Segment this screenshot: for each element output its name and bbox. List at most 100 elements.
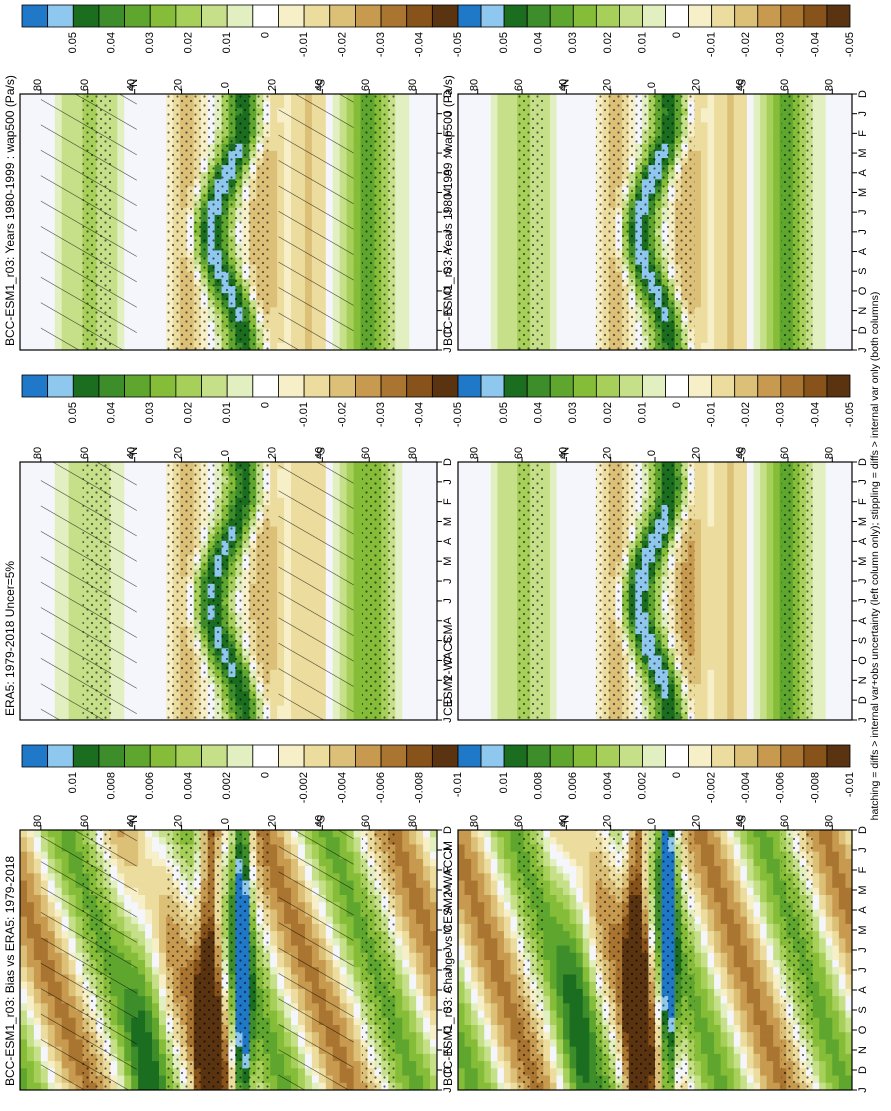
heatmap-cell (471, 143, 479, 152)
heatmap-cell (694, 236, 702, 244)
heatmap-cell (845, 136, 853, 145)
heatmap-cell (471, 250, 479, 258)
heatmap-cell (464, 179, 472, 187)
heatmap-cell (733, 122, 741, 130)
heatmap-cell (556, 314, 564, 322)
heatmap-cell (838, 264, 846, 273)
heatmap-cell (825, 300, 833, 308)
heatmap-cell (700, 193, 708, 202)
heatmap-cell (145, 179, 153, 187)
heatmap-cell (152, 250, 160, 258)
heatmap-cell (819, 250, 827, 258)
heatmap-cell (740, 207, 748, 216)
colorbar-label: 0.02 (183, 32, 195, 53)
x-tick-label: J (442, 229, 454, 235)
heatmap-cell (720, 172, 728, 180)
heatmap-cell (720, 214, 728, 223)
heatmap-cell (812, 214, 820, 223)
heatmap-cell (395, 172, 403, 180)
heatmap-cell (152, 314, 160, 322)
heatmap-cell (845, 186, 853, 194)
heatmap-cell (727, 300, 735, 308)
heatmap-cell (423, 286, 431, 294)
heatmap-cell (409, 186, 417, 194)
heatmap-cell (20, 483, 28, 492)
heatmap-cell (694, 115, 702, 123)
heatmap-cell (477, 264, 485, 273)
colorbar-label: -0.01 (706, 32, 718, 57)
heatmap-cell (556, 122, 564, 130)
heatmap-cell (845, 314, 853, 322)
heatmap-cell (353, 214, 361, 223)
heatmap-cell (746, 207, 754, 216)
heatmap-cell (569, 271, 577, 280)
heatmap-cell (26, 328, 35, 337)
heatmap-cell (416, 158, 424, 166)
heatmap-cell (563, 222, 571, 230)
heatmap-cell (589, 136, 597, 145)
heatmap-cell (569, 143, 577, 152)
y-tick-label: 60 (779, 79, 791, 91)
heatmap-cell (353, 186, 361, 194)
heatmap-cell (589, 207, 597, 216)
heatmap-cell (773, 271, 781, 280)
heatmap-cell (416, 214, 424, 223)
heatmap-cell (589, 257, 597, 266)
heatmap-cell (694, 214, 702, 223)
heatmap-cell (694, 129, 702, 138)
heatmap-cell (458, 271, 465, 280)
heatmap-cell (838, 193, 846, 202)
heatmap-cell (740, 236, 748, 244)
heatmap-cell (694, 94, 702, 102)
heatmap-cell (838, 179, 846, 187)
heatmap-cell (556, 179, 564, 187)
heatmap-cell (26, 490, 35, 499)
heatmap-cell (766, 314, 774, 322)
heatmap-cell (707, 286, 715, 294)
heatmap-cell (402, 122, 410, 130)
heatmap-cell (576, 150, 584, 159)
heatmap-cell (825, 143, 833, 152)
heatmap-cell (812, 108, 820, 116)
x-tick-label: S (442, 268, 454, 275)
heatmap-cell (746, 271, 754, 280)
heatmap-cell (589, 101, 597, 109)
heatmap-cell (484, 115, 492, 123)
heatmap-cell (477, 222, 485, 230)
heatmap-cell (740, 193, 748, 202)
heatmap-cell (490, 115, 498, 123)
heatmap-cell (556, 108, 564, 116)
heatmap-cell (409, 150, 417, 159)
heatmap-cell (700, 186, 708, 194)
heatmap-cell (26, 314, 35, 322)
heatmap-cell (556, 186, 564, 194)
heatmap-cell (576, 186, 584, 194)
heatmap-cell (543, 236, 551, 244)
heatmap-cell (707, 158, 715, 166)
heatmap-cell (549, 236, 557, 244)
heatmap-cell (707, 214, 715, 223)
heatmap-cell (589, 143, 597, 152)
heatmap-cell (159, 335, 167, 344)
heatmap-cell (819, 207, 827, 216)
heatmap-cell (458, 229, 465, 237)
heatmap-cell (471, 172, 479, 180)
heatmap-cell (430, 122, 438, 130)
heatmap-cell (458, 207, 465, 216)
y-tick-label: 80 (469, 79, 481, 91)
heatmap-cell (700, 328, 708, 337)
heatmap-cell (464, 300, 472, 308)
heatmap-cell (753, 150, 761, 159)
heatmap-cell (589, 342, 597, 351)
heatmap-cell (825, 150, 833, 159)
heatmap-cell (845, 278, 853, 287)
heatmap-cell (707, 293, 715, 301)
heatmap-cell (760, 286, 768, 294)
heatmap-cell (563, 300, 571, 308)
heatmap-cell (563, 129, 571, 138)
heatmap-cell (707, 222, 715, 230)
heatmap-cell (33, 519, 42, 527)
heatmap-cell (543, 193, 551, 202)
heatmap-cell (270, 115, 278, 123)
